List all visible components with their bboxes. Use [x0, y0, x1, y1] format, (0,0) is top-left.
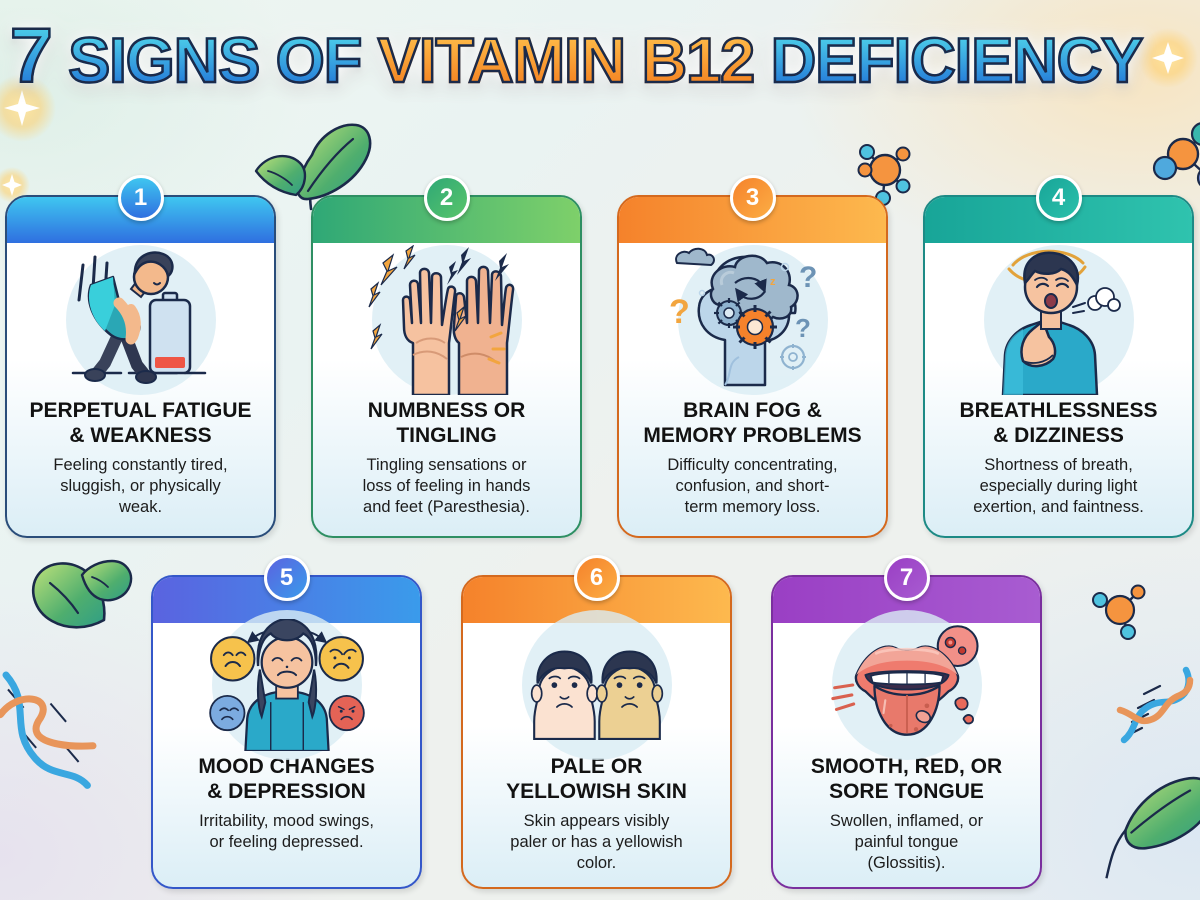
svg-text:?: ? — [799, 261, 817, 294]
svg-text:?: ? — [795, 313, 811, 343]
svg-text:?: ? — [669, 293, 690, 331]
svg-text:z: z — [770, 276, 776, 288]
